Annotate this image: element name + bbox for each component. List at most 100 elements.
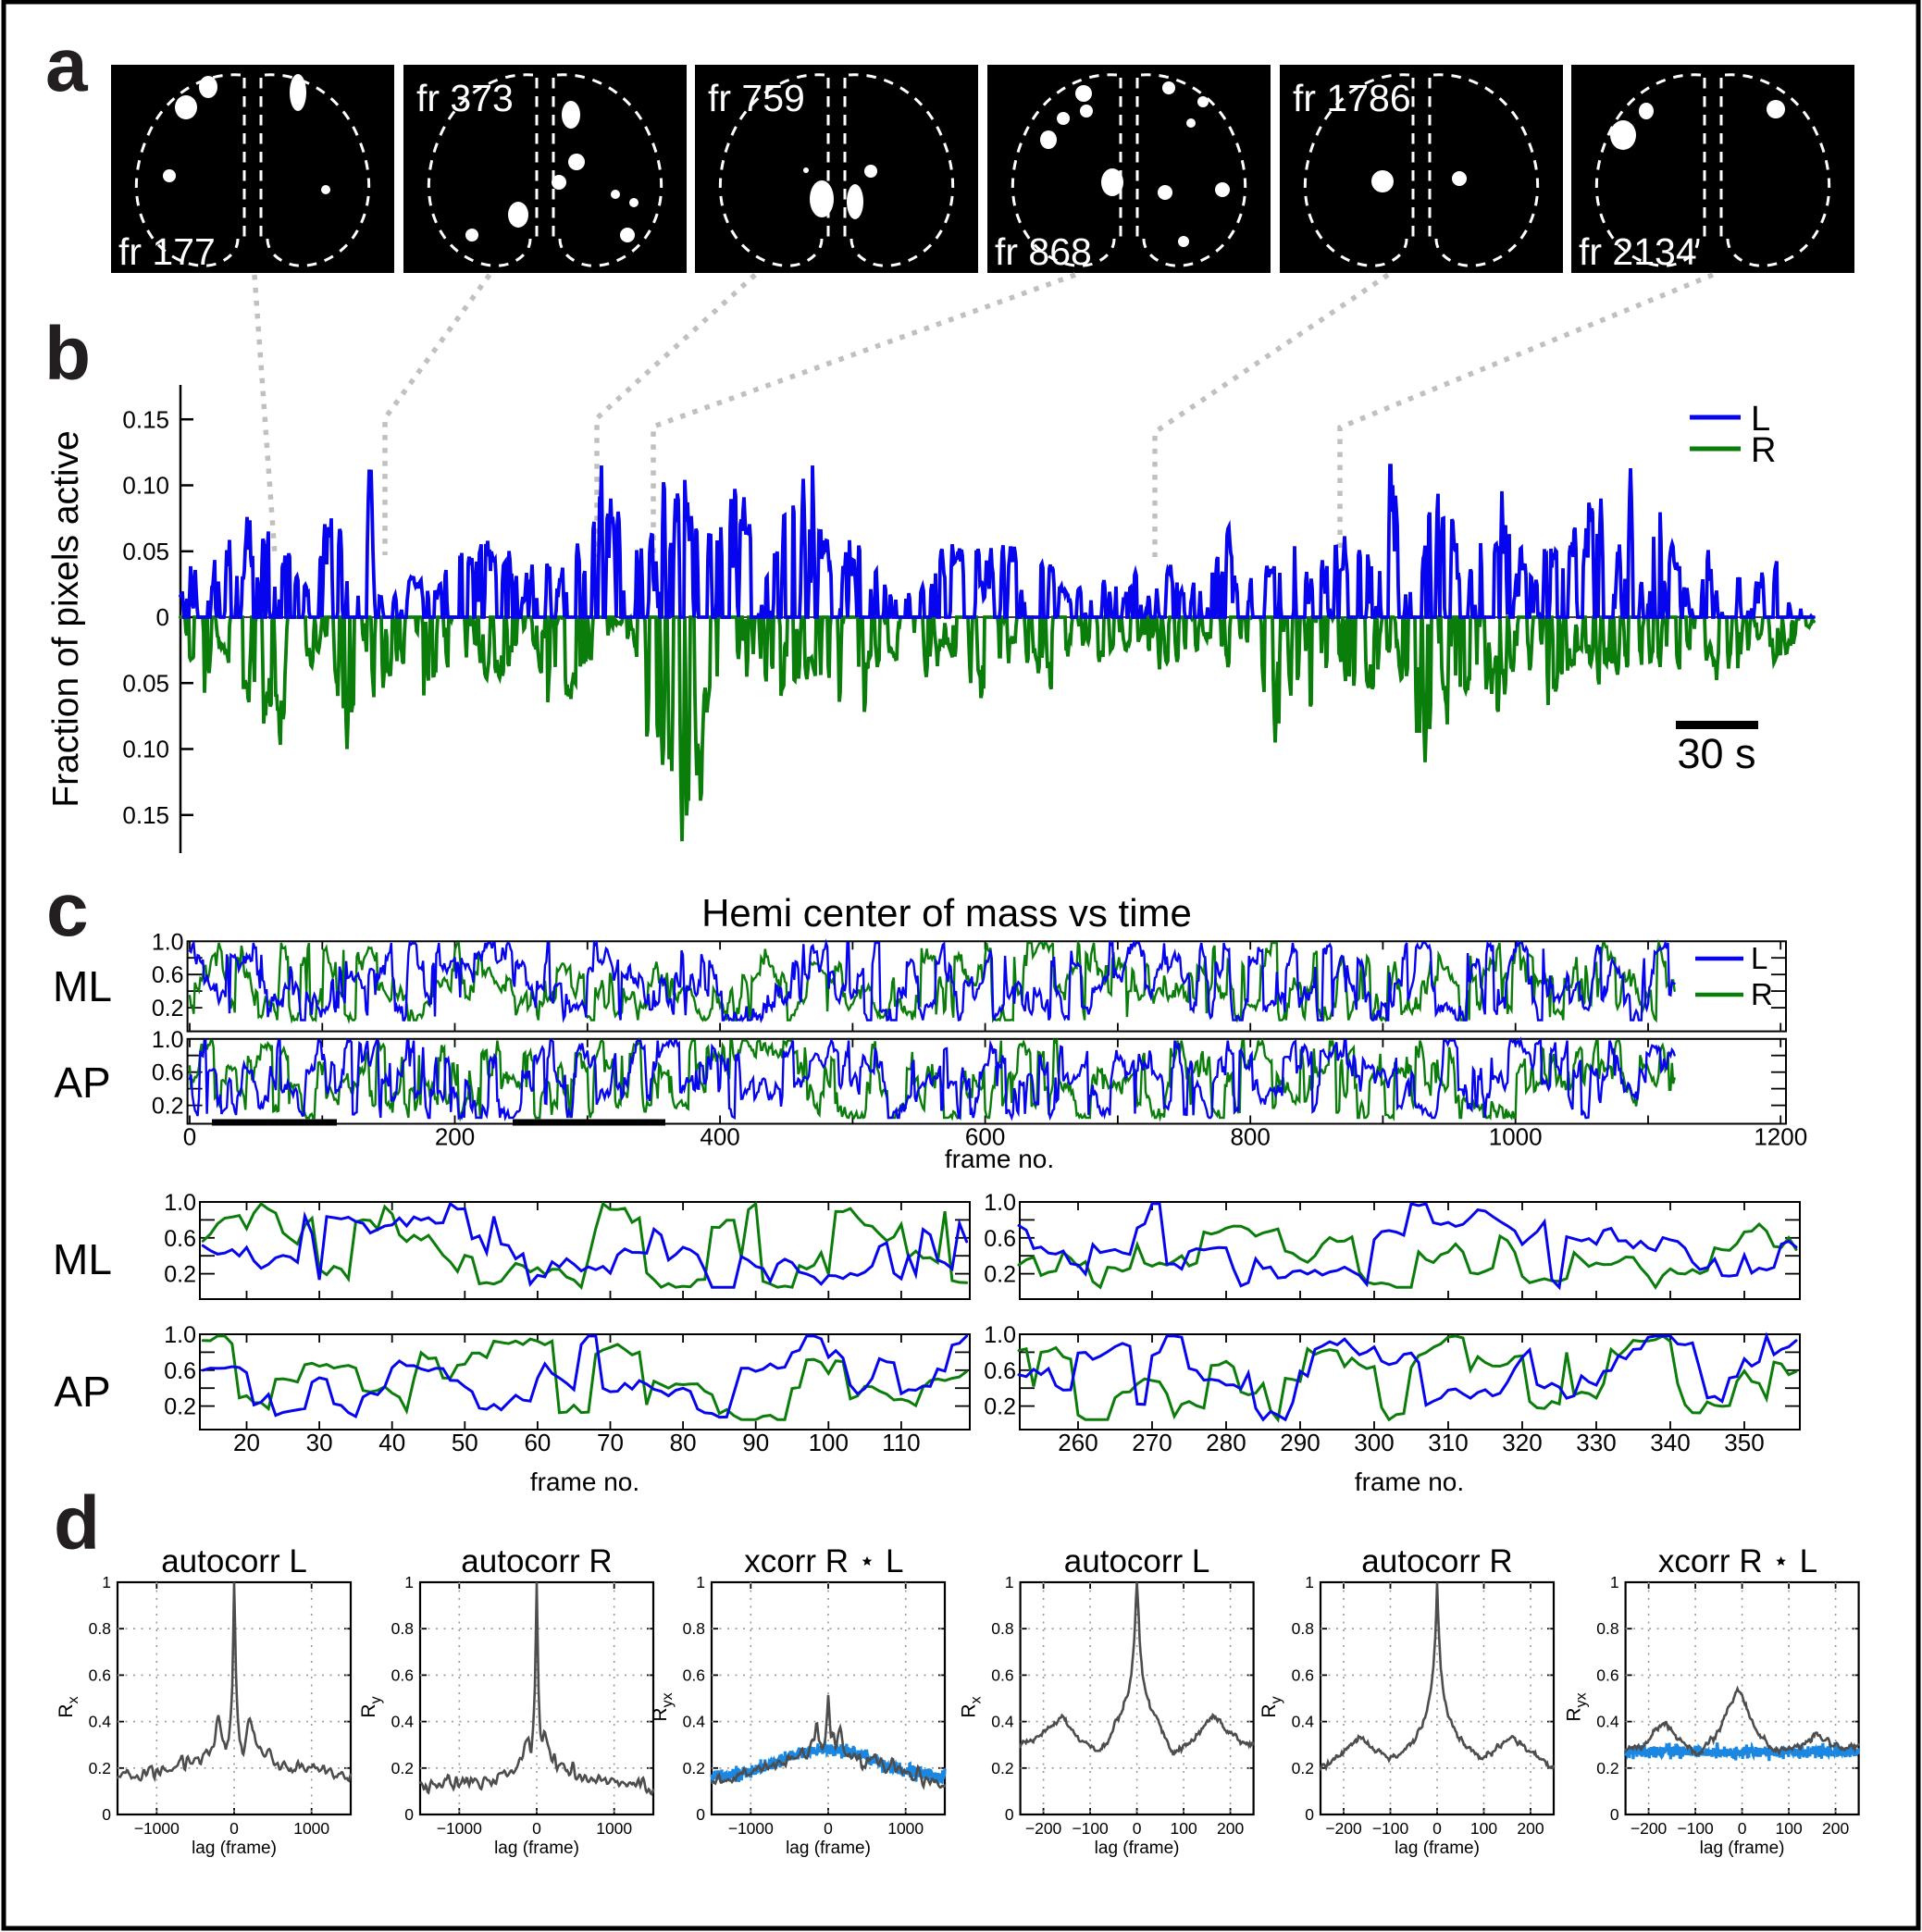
svg-text:0: 0	[183, 1123, 196, 1151]
svg-text:0.2: 0.2	[984, 1394, 1016, 1420]
svg-text:lag (frame): lag (frame)	[192, 1839, 277, 1858]
svg-text:autocorr L: autocorr L	[1064, 1543, 1210, 1579]
svg-text:R: R	[1751, 431, 1776, 470]
svg-text:1000: 1000	[293, 1819, 329, 1838]
svg-text:200: 200	[1822, 1819, 1849, 1838]
svg-text:1200: 1200	[1754, 1123, 1807, 1151]
svg-text:frame no.: frame no.	[945, 1145, 1054, 1173]
svg-text:xcorr R: xcorr R	[744, 1543, 849, 1579]
svg-text:1000: 1000	[887, 1819, 924, 1838]
svg-text:0.2: 0.2	[984, 1262, 1016, 1288]
svg-text:lag (frame): lag (frame)	[1095, 1839, 1180, 1858]
svg-text:0.6: 0.6	[984, 1226, 1016, 1252]
svg-text:200: 200	[1217, 1819, 1244, 1838]
svg-text:0.4: 0.4	[1292, 1713, 1315, 1731]
svg-text:0: 0	[156, 603, 169, 631]
svg-text:0.2: 0.2	[164, 1394, 196, 1420]
svg-text:0.4: 0.4	[89, 1713, 112, 1731]
svg-text:0.2: 0.2	[683, 1759, 705, 1777]
svg-text:−200: −200	[1025, 1819, 1062, 1838]
svg-text:−200: −200	[1631, 1819, 1668, 1838]
svg-text:−100: −100	[1372, 1819, 1409, 1838]
svg-text:1: 1	[696, 1573, 705, 1591]
svg-text:0.2: 0.2	[152, 996, 184, 1022]
svg-text:0.4: 0.4	[1596, 1713, 1619, 1731]
svg-text:1000: 1000	[596, 1819, 632, 1838]
svg-text:0.15: 0.15	[122, 801, 169, 829]
svg-text:400: 400	[700, 1123, 739, 1151]
svg-text:L: L	[886, 1543, 903, 1579]
svg-text:frame no.: frame no.	[1355, 1468, 1464, 1496]
svg-text:lag (frame): lag (frame)	[1395, 1839, 1480, 1858]
svg-text:260: 260	[1058, 1429, 1097, 1456]
svg-text:0.6: 0.6	[1596, 1666, 1618, 1684]
svg-text:330: 330	[1576, 1429, 1616, 1456]
svg-text:350: 350	[1724, 1429, 1764, 1456]
svg-text:0: 0	[1432, 1819, 1442, 1838]
svg-text:−1000: −1000	[437, 1819, 482, 1838]
svg-text:R: R	[1751, 977, 1773, 1011]
svg-text:0.8: 0.8	[391, 1619, 414, 1638]
svg-text:600: 600	[965, 1123, 1005, 1151]
svg-text:1.0: 1.0	[984, 1322, 1016, 1348]
svg-text:xcorr R: xcorr R	[1658, 1543, 1763, 1579]
svg-text:0.2: 0.2	[991, 1759, 1013, 1777]
svg-text:−1000: −1000	[134, 1819, 180, 1838]
svg-text:0: 0	[1610, 1805, 1619, 1824]
svg-text:L: L	[1751, 400, 1770, 439]
svg-text:0.6: 0.6	[164, 1358, 196, 1384]
svg-text:0.8: 0.8	[89, 1619, 111, 1638]
svg-text:ML: ML	[53, 1235, 112, 1283]
svg-text:340: 340	[1650, 1429, 1690, 1456]
svg-text:0: 0	[1305, 1805, 1314, 1824]
svg-text:1.0: 1.0	[164, 1322, 196, 1348]
svg-text:b: b	[44, 312, 91, 396]
svg-text:−100: −100	[1072, 1819, 1109, 1838]
svg-text:Fraction of pixels active: Fraction of pixels active	[46, 430, 86, 808]
svg-text:30 s: 30 s	[1677, 730, 1755, 777]
svg-text:fr 759: fr 759	[708, 77, 805, 119]
svg-text:0.2: 0.2	[164, 1262, 196, 1288]
svg-text:AP: AP	[54, 1368, 110, 1416]
svg-text:0.8: 0.8	[991, 1619, 1013, 1638]
svg-text:a: a	[45, 23, 89, 107]
svg-text:fr 2134: fr 2134	[1579, 230, 1697, 273]
svg-text:0.05: 0.05	[122, 669, 169, 697]
svg-text:AP: AP	[54, 1059, 110, 1107]
svg-text:0.2: 0.2	[1596, 1759, 1618, 1777]
svg-text:0.4: 0.4	[391, 1713, 415, 1731]
svg-text:Hemi center of mass vs time: Hemi center of mass vs time	[701, 891, 1192, 935]
svg-text:fr 373: fr 373	[416, 77, 514, 119]
svg-text:1.0: 1.0	[164, 1190, 196, 1216]
svg-text:fr 868: fr 868	[995, 230, 1092, 273]
svg-text:1: 1	[1610, 1573, 1619, 1591]
svg-text:lag (frame): lag (frame)	[1700, 1839, 1785, 1858]
svg-text:270: 270	[1132, 1429, 1172, 1456]
svg-text:0.6: 0.6	[164, 1226, 196, 1252]
svg-text:lag (frame): lag (frame)	[786, 1839, 871, 1858]
svg-text:0.2: 0.2	[1292, 1759, 1314, 1777]
svg-text:1000: 1000	[1489, 1123, 1543, 1151]
svg-text:0.6: 0.6	[391, 1666, 414, 1684]
svg-text:0.4: 0.4	[991, 1713, 1014, 1731]
svg-text:110: 110	[882, 1429, 920, 1456]
svg-text:0: 0	[102, 1805, 111, 1824]
svg-text:autocorr R: autocorr R	[1361, 1543, 1512, 1579]
svg-text:c: c	[46, 868, 89, 952]
svg-text:0: 0	[229, 1819, 239, 1838]
svg-text:0.8: 0.8	[1596, 1619, 1618, 1638]
svg-text:fr 1786: fr 1786	[1293, 77, 1411, 119]
svg-text:40: 40	[378, 1429, 405, 1456]
svg-text:0: 0	[1133, 1819, 1142, 1838]
svg-text:70: 70	[597, 1429, 624, 1456]
svg-text:100: 100	[1775, 1819, 1802, 1838]
svg-text:0.6: 0.6	[984, 1358, 1016, 1384]
svg-text:lag (frame): lag (frame)	[494, 1839, 579, 1858]
svg-text:0.15: 0.15	[122, 405, 169, 433]
svg-text:300: 300	[1354, 1429, 1394, 1456]
svg-text:0: 0	[404, 1805, 414, 1824]
svg-text:100: 100	[1470, 1819, 1497, 1838]
svg-text:1: 1	[404, 1573, 414, 1591]
svg-text:0.8: 0.8	[683, 1619, 705, 1638]
svg-text:L: L	[1751, 941, 1767, 975]
